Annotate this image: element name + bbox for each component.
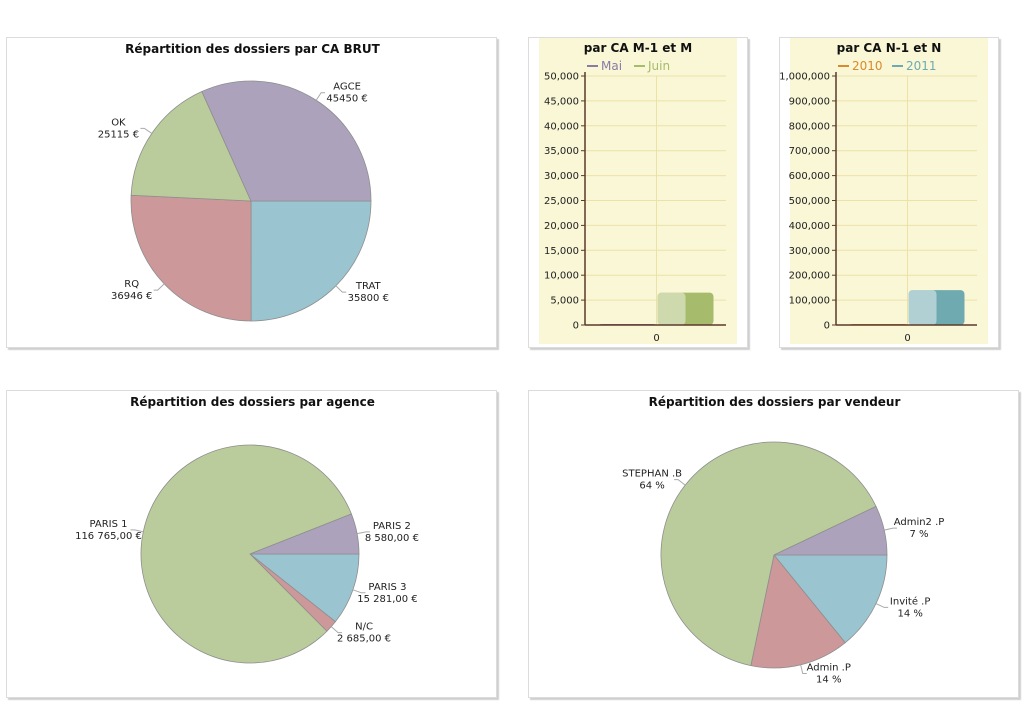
- pie-label-connector: [875, 603, 889, 608]
- bar-juin: [657, 292, 714, 325]
- y-tick-label: 700,000: [789, 146, 830, 157]
- panel-agence: Répartition des dossiers par agence PARIS…: [6, 390, 497, 698]
- pie-label-name: AGCE: [333, 82, 361, 93]
- pie-label-value: 14 %: [897, 608, 922, 619]
- chart-title: Répartition des dossiers par CA BRUT: [125, 42, 380, 56]
- pie-label-value: 15 281,00 €: [357, 594, 417, 605]
- pie-slice-rq: [130, 194, 252, 322]
- pie-slice-paris-1: [140, 444, 352, 664]
- bar-2011: [908, 290, 965, 325]
- pie-slice-paris-3: [248, 553, 360, 623]
- pie-label-connector: [330, 626, 343, 634]
- pie-label-name: Admin .P: [807, 663, 851, 674]
- pie-label-name: TRAT: [355, 281, 382, 292]
- chart-title: par CA M-1 et M: [584, 41, 693, 55]
- y-tick-label: 35,000: [544, 146, 579, 157]
- x-tick-label: 0: [904, 333, 910, 344]
- pie-label-value: 25115 €: [98, 129, 139, 140]
- pie-slice-stephan-b: [660, 441, 877, 667]
- pie-label-value: 116 765,00 €: [75, 531, 142, 542]
- y-tick-label: 15,000: [544, 246, 579, 257]
- pie-label-connector: [800, 664, 807, 675]
- panel-ca-n: par CA N-1 et N 2010 2011 0 100,000 200,000 30…: [779, 37, 999, 348]
- y-tick-label: 30,000: [544, 171, 579, 182]
- pie-label-name: STEPHAN .B: [622, 469, 682, 480]
- y-tick-label: 10,000: [544, 271, 579, 282]
- pie-chart-ca-brut: Répartition des dossiers par CA BRUT TRAT…: [98, 42, 389, 322]
- pie-label-connector: [356, 531, 370, 535]
- pie-label-name: Admin2 .P: [894, 517, 945, 528]
- pie-label-value: 45450 €: [326, 94, 367, 105]
- y-tick-label: 0: [824, 321, 830, 332]
- pie-slice-paris-2: [249, 513, 360, 555]
- y-tick-label: 50,000: [544, 72, 579, 83]
- legend-label-2010: 2010: [852, 59, 883, 73]
- y-tick-label: 900,000: [789, 96, 830, 107]
- pie-slice-agce: [201, 80, 372, 202]
- pie-label-name: RQ: [124, 279, 139, 290]
- pie-label-value: 7 %: [909, 529, 928, 540]
- legend-label-mai: Mai: [601, 59, 622, 73]
- pie-label-connector: [140, 127, 153, 134]
- y-tick-label: 500,000: [789, 196, 830, 207]
- pie-label-value: 35800 €: [348, 293, 389, 304]
- pie-chart-vendeur: Répartition des dossiers par vendeur Invi…: [622, 395, 945, 686]
- chart-title: Répartition des dossiers par vendeur: [649, 395, 901, 409]
- y-tick-label: 0: [573, 321, 579, 332]
- y-tick-label: 400,000: [789, 221, 830, 232]
- y-tick-label: 800,000: [789, 121, 830, 132]
- pie-label-connector: [884, 527, 898, 531]
- pie-label-name: OK: [111, 117, 126, 128]
- y-tick-label: 600,000: [789, 171, 830, 182]
- pie-label-connector: [352, 589, 366, 594]
- y-tick-label: 200,000: [789, 271, 830, 282]
- pie-label-name: PARIS 2: [373, 521, 411, 532]
- y-tick-label: 5,000: [550, 296, 579, 307]
- pie-label-value: 64 %: [639, 481, 664, 492]
- bar-chart-ca-n: par CA N-1 et N 2010 2011 0 100,000 200,000 30…: [779, 38, 988, 344]
- x-tick-label: 0: [653, 333, 659, 344]
- pie-label-value: 14 %: [816, 675, 841, 686]
- pie-label-name: N/C: [355, 622, 373, 633]
- bar-highlight: [908, 290, 937, 325]
- y-tick-label: 300,000: [789, 246, 830, 257]
- pie-label-name: Invité .P: [890, 595, 930, 607]
- pie-label-value: 8 580,00 €: [365, 533, 419, 544]
- y-tick-label: 45,000: [544, 96, 579, 107]
- panel-ca-brut: Répartition des dossiers par CA BRUT TRAT…: [6, 37, 497, 348]
- pie-label-connector: [315, 92, 326, 101]
- pie-chart-agence: Répartition des dossiers par agence PARIS…: [75, 395, 419, 664]
- chart-title: par CA N-1 et N: [837, 41, 942, 55]
- chart-title: Répartition des dossiers par agence: [130, 395, 375, 409]
- y-tick-label: 1,000,000: [779, 72, 830, 83]
- pie-label-value: 2 685,00 €: [337, 634, 391, 645]
- pie-label-name: PARIS 1: [89, 519, 127, 530]
- bar-highlight: [657, 292, 686, 325]
- pie-label-connector: [153, 283, 165, 291]
- pie-label-value: 36946 €: [111, 291, 152, 302]
- y-tick-label: 40,000: [544, 121, 579, 132]
- bar-chart-ca-m: par CA M-1 et M Mai Juin 0 5,000 10,000 15,000…: [539, 38, 737, 344]
- pie-slice-ok: [130, 90, 252, 202]
- pie-slice-trat: [250, 200, 372, 322]
- legend-label-2011: 2011: [906, 59, 937, 73]
- panel-ca-m: par CA M-1 et M Mai Juin 0 5,000 10,000 15,000…: [528, 37, 748, 348]
- pie-label-connector: [335, 285, 347, 293]
- legend-label-juin: Juin: [647, 59, 670, 73]
- pie-label-connector: [130, 529, 144, 533]
- y-tick-label: 25,000: [544, 196, 579, 207]
- pie-label-connector: [674, 479, 686, 486]
- pie-label-name: PARIS 3: [368, 582, 406, 593]
- y-tick-label: 100,000: [789, 296, 830, 307]
- panel-vendeur: Répartition des dossiers par vendeur Invi…: [528, 390, 1019, 698]
- y-tick-label: 20,000: [544, 221, 579, 232]
